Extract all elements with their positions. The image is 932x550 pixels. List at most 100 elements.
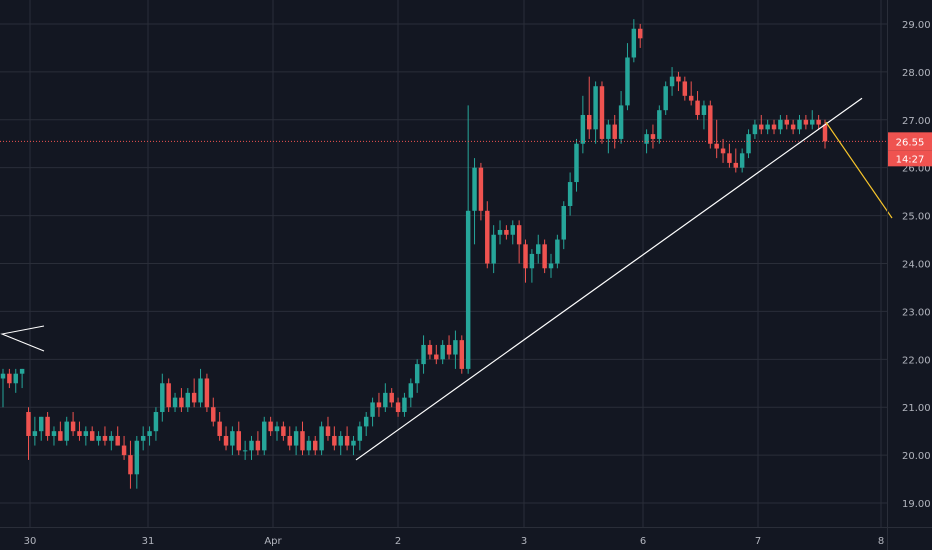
candle-up [172,392,178,413]
candle-body [485,210,490,264]
candle-body [440,344,445,360]
y-tick-label: 21.00 [902,403,931,414]
candle-body [376,402,382,408]
candle-down [332,426,337,451]
candle-body [708,105,713,144]
candle-body [140,435,146,441]
candle-down [459,335,465,374]
candle-up [83,426,89,446]
candle-down [45,412,50,441]
candle-body [497,229,503,235]
candle-down [26,407,31,460]
candle-body [790,124,796,130]
candle-down [612,114,617,149]
candle-up [491,225,496,274]
candle-body [363,416,369,427]
candle-body [523,244,528,269]
candle-body [434,354,439,360]
candle-body [338,435,343,446]
candle-up [631,19,637,63]
candle-body [7,373,12,384]
candle-up [64,416,69,446]
candle-up [414,359,420,393]
candle-body [64,421,69,441]
candle-body [293,431,299,446]
candle-up [402,392,407,417]
candle-down [516,220,522,264]
candle-down [179,388,184,413]
candle-down [255,431,261,456]
candle-down [434,344,439,365]
candle-body [26,412,31,436]
candle-up [51,426,57,446]
candle-body [313,440,318,451]
candle-up [778,114,783,135]
candle-up [249,435,254,460]
candle-body [414,364,420,384]
candle-body [255,440,261,451]
x-tick-label: 3 [521,536,527,547]
candle-body [325,426,331,436]
candle-up [465,105,471,374]
candle-body [262,421,267,451]
candle-body [351,440,356,446]
candle-down [485,201,490,269]
partial-shape [0,325,45,352]
candle-down [446,335,452,360]
candle-body [536,244,541,254]
countdown-label: 14:27 [896,154,925,165]
y-tick-label: 20.00 [902,451,931,462]
candle-up [351,435,356,456]
candle-body [784,119,789,125]
candle-down [720,138,726,163]
candle-down [427,340,433,360]
candle-body [529,253,535,269]
candle-up [140,426,146,451]
y-tick-label: 25.00 [902,212,931,223]
candle-up [657,105,662,144]
candle-up [319,421,324,456]
candle-up [510,220,515,245]
candle-body [663,86,668,111]
candle-up [39,416,44,441]
candle-body [453,340,458,355]
candle-body [19,368,25,374]
candle-body [191,392,197,403]
candle-body [714,143,719,149]
candle-body [574,143,579,183]
candle-body [166,383,171,408]
candle-body [160,383,165,413]
candle-down [389,388,394,408]
candle-up [472,158,477,245]
candle-body [472,167,477,211]
candle-body [115,435,120,446]
candle-body [287,435,292,446]
candle-body [121,445,127,456]
candle-body [593,86,598,130]
candle-up [536,234,541,264]
candle-body [32,431,38,436]
candle-up [440,340,445,365]
candle-up [370,397,375,427]
candle-body [491,234,496,264]
candle-body [383,392,388,408]
candle-down [523,239,528,283]
candle-up [96,431,101,446]
candle-body [153,412,159,432]
candles [0,19,828,489]
candle-body [682,81,688,96]
candle-up [555,234,560,269]
candle-up [548,253,554,278]
candle-up [198,368,203,408]
candle-body [211,407,216,422]
x-tick-label: 7 [755,536,761,547]
candle-body [274,426,280,432]
candle-down [191,378,197,408]
candle-body [542,244,547,269]
candle-body [300,431,305,451]
candle-down [504,225,509,240]
last-price-label-bg [888,132,932,151]
